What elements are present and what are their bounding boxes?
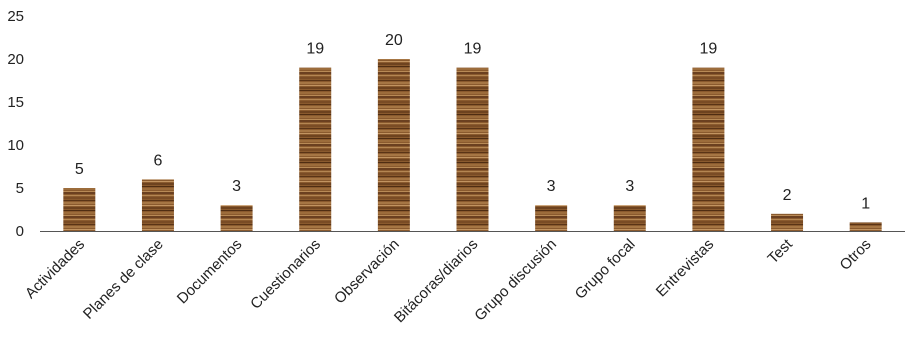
bar [692, 67, 725, 231]
x-tick-label: Cuestionarios [247, 236, 324, 313]
x-tick-label: Test [764, 235, 796, 267]
y-tick-label: 25 [7, 8, 24, 25]
bar [535, 205, 568, 231]
data-label: 19 [306, 41, 324, 58]
y-tick-label: 20 [7, 51, 24, 68]
x-tick-label: Planes de clase [80, 236, 167, 323]
data-label: 2 [783, 187, 792, 204]
y-tick-label: 15 [7, 94, 24, 111]
data-label: 20 [385, 32, 403, 49]
bars [63, 59, 882, 231]
x-tick-label: Documentos [174, 236, 246, 308]
bar [141, 179, 174, 231]
data-label: 3 [625, 178, 634, 195]
data-label: 3 [547, 178, 556, 195]
x-tick-label: Entrevistas [653, 236, 717, 300]
data-label: 6 [154, 152, 163, 169]
bar [377, 59, 410, 231]
x-tick-label: Observación [331, 236, 403, 308]
bar [299, 67, 332, 231]
data-label: 1 [861, 195, 870, 212]
bar [849, 222, 882, 231]
x-tick-label: Actividades [22, 236, 88, 302]
data-label: 19 [700, 41, 718, 58]
y-tick-label: 10 [7, 137, 24, 154]
bar [63, 188, 96, 231]
y-tick-label: 0 [16, 223, 24, 240]
data-label: 5 [75, 161, 84, 178]
data-labels: 5 6 3 19 20 19 3 3 19 2 1 [75, 32, 870, 212]
y-tick-label: 5 [16, 180, 24, 197]
x-tick-label: Bitácoras/diarios [391, 236, 481, 326]
bar [771, 213, 804, 231]
x-tick-label: Grupo discusión [471, 236, 560, 325]
bar [220, 205, 253, 231]
bar [613, 205, 646, 231]
data-label: 3 [232, 178, 241, 195]
x-tick-label: Otros [837, 236, 875, 274]
data-label: 19 [464, 41, 482, 58]
bar [456, 67, 489, 231]
x-tick-label: Grupo focal [572, 236, 639, 303]
